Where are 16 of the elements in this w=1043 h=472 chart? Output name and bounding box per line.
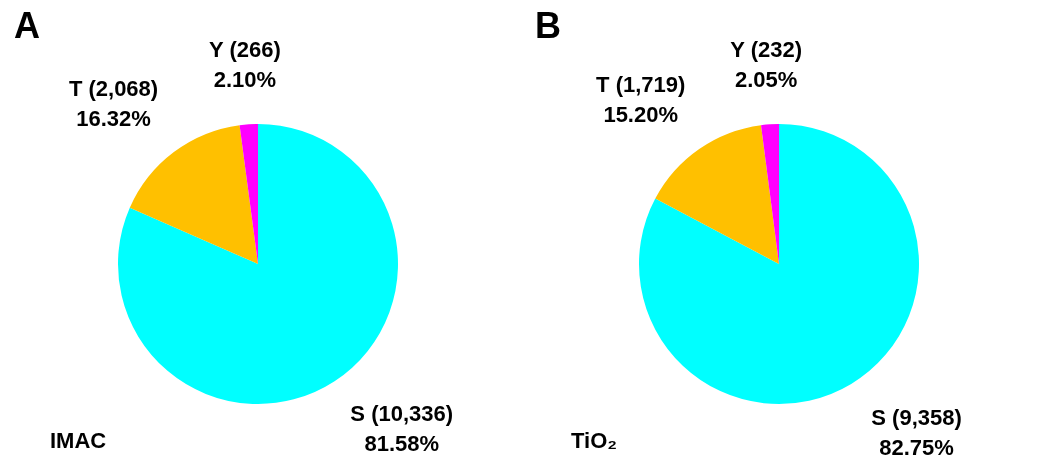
slice-label: Y (232) (730, 36, 803, 62)
data-label: 16.32% (76, 106, 151, 132)
slice-label: S (9,358) (871, 405, 962, 431)
data-label: 15.20% (603, 101, 679, 127)
data-label: 2.10% (213, 66, 277, 92)
text: TiO₂ (571, 428, 618, 453)
slice-label: T (1,719) (596, 71, 686, 97)
slice-label: Y (266) (209, 36, 281, 62)
chart-title: B (535, 4, 561, 46)
data-label: 81.58% (364, 431, 440, 457)
data-label: 2.05% (735, 66, 798, 92)
chart-title: A (14, 4, 40, 46)
slice-label: T (2,068) (68, 76, 159, 102)
slice-label: S (10,336) (350, 401, 454, 427)
text: IMAC (50, 428, 107, 453)
data-label: 82.75% (879, 435, 954, 461)
